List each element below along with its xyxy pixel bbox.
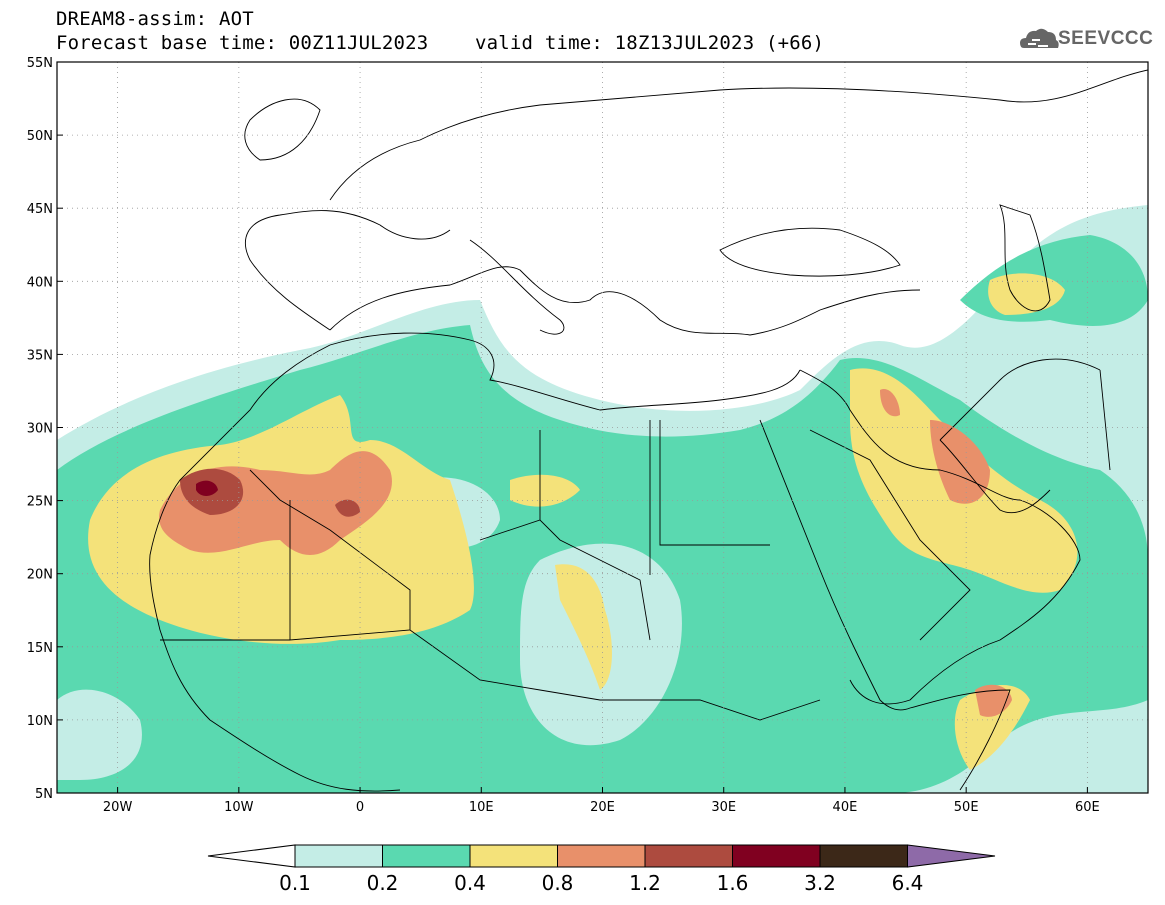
coast-horn bbox=[909, 689, 1011, 791]
coast-arabia bbox=[799, 369, 1081, 705]
aot-level-08d bbox=[880, 389, 900, 417]
lat-tick-label: 35N bbox=[27, 348, 53, 363]
aot-level-12b bbox=[335, 499, 360, 517]
lon-tick-label: 50E bbox=[954, 800, 979, 815]
colorbar-box bbox=[732, 844, 821, 868]
aot-field bbox=[57, 205, 1148, 793]
aot-hole-02 bbox=[57, 689, 142, 780]
aot-level-04f bbox=[954, 685, 1030, 770]
lat-tick-label: 25N bbox=[27, 495, 53, 510]
lat-tick-label: 20N bbox=[27, 568, 53, 583]
lon-tick-label: 20E bbox=[590, 800, 615, 815]
colorbar-label: 0.8 bbox=[542, 871, 574, 895]
lat-tick-label: 30N bbox=[27, 422, 53, 437]
lat-tick-label: 15N bbox=[27, 641, 53, 656]
lat-tick-label: 45N bbox=[27, 202, 53, 217]
colorbar-label: 0.4 bbox=[454, 871, 486, 895]
colorbar-box bbox=[819, 844, 908, 868]
logo-text: SEEVCCC bbox=[1058, 28, 1154, 49]
coast-uk bbox=[244, 98, 321, 161]
lat-tick-label: 50N bbox=[27, 129, 53, 144]
aot-level-04d bbox=[555, 564, 612, 690]
coast-north-europe bbox=[329, 69, 1148, 201]
lon-tick-label: 60E bbox=[1075, 800, 1100, 815]
colorbar-label: 3.2 bbox=[804, 871, 836, 895]
colorbar-label: 1.2 bbox=[629, 871, 661, 895]
lat-tick-label: 5N bbox=[35, 787, 53, 802]
colorbar-box bbox=[644, 844, 733, 868]
lon-tick-label: 10W bbox=[224, 800, 254, 815]
coast-gulf bbox=[939, 439, 1051, 514]
longitude-axis: 20W 10W 0 10E 20E 30E 40E 50E 60E bbox=[103, 787, 1100, 815]
colorbar-box bbox=[294, 844, 383, 868]
aot-level-16 bbox=[196, 480, 218, 496]
colorbar-under-triangle bbox=[207, 844, 296, 868]
aot-level-04c bbox=[988, 273, 1065, 315]
latitude-axis: 55N 50N 45N 40N 35N 30N 25N 20N 15N 10N 5N bbox=[27, 56, 63, 802]
border-egypt bbox=[659, 420, 770, 546]
lon-tick-label: 20W bbox=[103, 800, 133, 815]
colorbar-box bbox=[382, 844, 471, 868]
lon-tick-label: 10E bbox=[469, 800, 494, 815]
aot-level-04e bbox=[510, 474, 580, 507]
colorbar-label: 6.4 bbox=[892, 871, 924, 895]
gridlines bbox=[57, 62, 1148, 793]
border-libya bbox=[539, 420, 651, 575]
border-sahara-2 bbox=[479, 519, 651, 641]
coast-red-sea bbox=[759, 419, 911, 711]
colorbar-label: 1.6 bbox=[717, 871, 749, 895]
coast-west-africa bbox=[149, 344, 401, 792]
lat-tick-label: 40N bbox=[27, 275, 53, 290]
border-iran bbox=[939, 358, 1111, 471]
colorbar-box bbox=[469, 844, 558, 868]
colorbar-over-triangle bbox=[907, 844, 996, 868]
colorbar-box bbox=[557, 844, 646, 868]
colorbar-label: 0.1 bbox=[279, 871, 311, 895]
coast-caspian bbox=[999, 204, 1051, 312]
coast-iberia bbox=[245, 210, 451, 331]
coastlines bbox=[149, 69, 1148, 792]
lon-tick-label: 0 bbox=[356, 800, 364, 815]
coast-north-africa bbox=[329, 332, 801, 411]
coast-black-sea bbox=[719, 227, 901, 277]
lon-tick-label: 40E bbox=[833, 800, 858, 815]
lat-tick-label: 55N bbox=[27, 56, 53, 71]
colorbar-label: 0.2 bbox=[367, 871, 399, 895]
cloud-icon bbox=[1020, 28, 1059, 48]
map-subtitle: Forecast base time: 00Z11JUL2023 valid t… bbox=[56, 32, 825, 54]
border-arabia bbox=[809, 429, 971, 641]
map-title: DREAM8-assim: AOT bbox=[56, 8, 254, 30]
coast-europe-south bbox=[329, 266, 921, 336]
coast-italy bbox=[469, 239, 565, 335]
border-sahel bbox=[160, 629, 821, 721]
lon-tick-label: 30E bbox=[711, 800, 736, 815]
lat-tick-label: 10N bbox=[27, 714, 53, 729]
